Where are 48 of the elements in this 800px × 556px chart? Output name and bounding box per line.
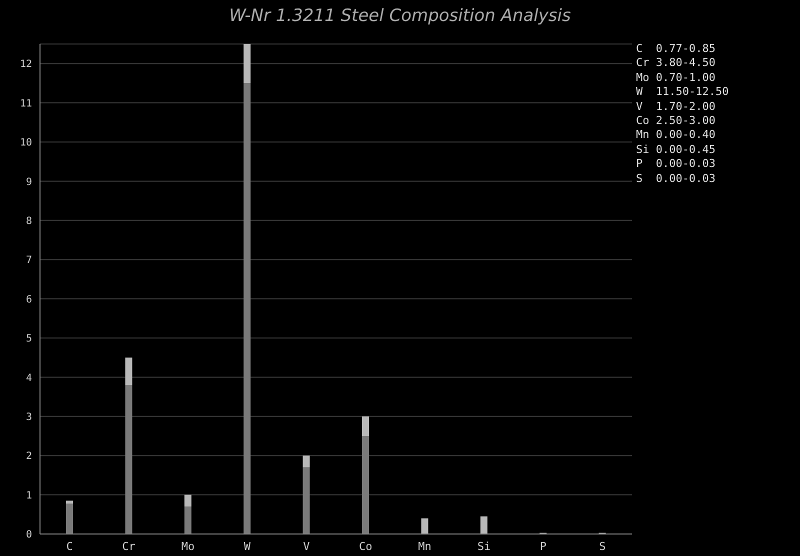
y-tick-label: 9 (26, 176, 32, 188)
chart-title: W-Nr 1.3211 Steel Composition Analysis (228, 6, 572, 26)
bar (302, 456, 310, 468)
bar (184, 506, 192, 534)
bar (125, 385, 132, 534)
x-tick-label: Mn (418, 540, 432, 553)
text: Cr 3.80-4.50 (636, 56, 716, 71)
bar (184, 494, 192, 507)
y-tick-label: 12 (20, 59, 32, 70)
x-tick-label: Si (477, 540, 491, 553)
text: Mn 0.00-0.40 (636, 128, 716, 143)
y-tick-label: 11 (20, 98, 32, 110)
text: P 0.00-0.03 (636, 157, 716, 172)
y-tick-label: 5 (26, 334, 32, 345)
bar (421, 518, 428, 534)
x-tick-label: P (540, 540, 547, 553)
bar (244, 44, 251, 84)
text: Mo 0.70-1.00 (636, 70, 716, 86)
y-tick-label: 6 (26, 294, 32, 306)
x-tick-label: C (66, 540, 73, 553)
y-tick-label: 10 (20, 138, 32, 149)
x-tick-label: Co (358, 540, 372, 553)
y-tick-label: 2 (26, 451, 32, 462)
x-tick-label: Cr (122, 540, 136, 553)
bar (125, 358, 132, 386)
text: Co 2.50-3.00 (636, 114, 716, 128)
text: S 0.00-0.03 (636, 172, 716, 186)
text: V 1.70-2.00 (636, 100, 716, 114)
bar (302, 467, 310, 534)
x-tick-label: S (599, 540, 606, 553)
text: C 0.77-0.85 (636, 42, 716, 56)
text: W 11.50-12.50 (636, 85, 729, 100)
text: Si 0.00-0.45 (636, 142, 716, 158)
bar (66, 500, 73, 504)
x-tick-label: Mo (181, 540, 195, 553)
x-tick-label: W (244, 540, 251, 553)
bar (362, 436, 369, 534)
y-tick-label: 8 (26, 216, 32, 227)
bar (362, 416, 369, 436)
y-tick-label: 1 (26, 490, 32, 502)
bar (66, 504, 73, 534)
y-tick-label: 0 (26, 530, 32, 541)
bar (244, 83, 251, 534)
y-tick-label: 3 (26, 412, 32, 423)
y-tick-label: 7 (26, 255, 32, 266)
x-tick-label: V (303, 540, 310, 553)
y-tick-label: 4 (26, 372, 32, 384)
bar (480, 516, 488, 534)
